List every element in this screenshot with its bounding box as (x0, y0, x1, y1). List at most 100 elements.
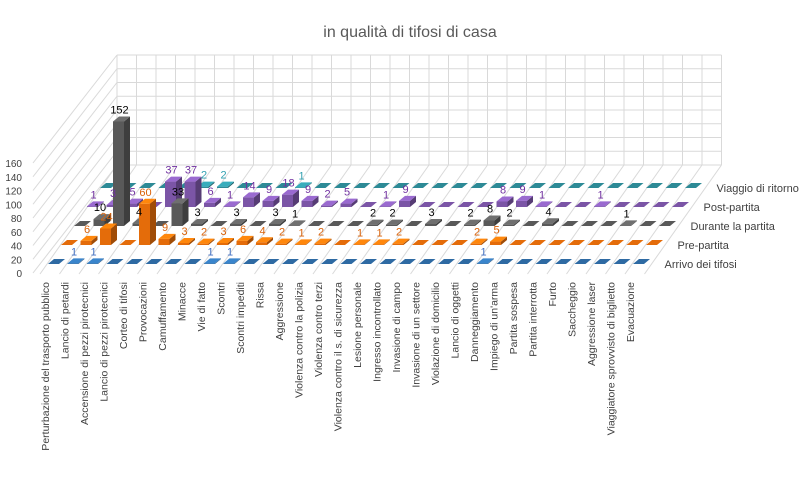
bar (516, 259, 533, 264)
bar-top (399, 259, 416, 264)
data-label: 1 (623, 208, 629, 220)
bar (425, 218, 442, 226)
bar-top (399, 195, 416, 201)
bar-front (353, 244, 365, 245)
bar (262, 195, 280, 207)
category-label: Provocazioni (138, 282, 150, 342)
bar-top (659, 221, 676, 226)
data-label: 9 (266, 184, 272, 196)
bar-side (306, 182, 312, 188)
bar-top (243, 192, 260, 198)
bar-front (132, 223, 144, 226)
bar-top (438, 259, 455, 264)
bar-top (165, 176, 182, 182)
category-label: Ingresso incontrollato (372, 282, 384, 382)
bar-top (301, 195, 319, 201)
data-label: 2 (201, 227, 207, 239)
bar (217, 237, 234, 245)
bar-top (48, 259, 65, 264)
bar (275, 238, 293, 245)
data-label: 3 (428, 207, 434, 219)
bar-top (139, 198, 156, 204)
gridline-floor (410, 164, 488, 275)
bar-side (527, 195, 533, 207)
bar-front (496, 201, 508, 207)
bar-side (507, 196, 514, 207)
bar (626, 183, 644, 188)
gridline-side (32, 95, 118, 205)
bar (366, 219, 384, 226)
bar (191, 218, 208, 226)
bar (490, 183, 507, 188)
bar-top (301, 259, 319, 264)
data-label: 1 (90, 189, 96, 201)
bar (477, 202, 494, 207)
series-label: Post-partita (704, 202, 761, 214)
bar (516, 195, 533, 207)
bar-top (672, 202, 689, 207)
bar-side (98, 201, 104, 207)
bar-side (410, 195, 416, 207)
bar (373, 239, 390, 245)
bar-front (223, 263, 235, 264)
bar-side (299, 220, 306, 226)
bar (555, 202, 572, 207)
bar (308, 221, 325, 226)
bar (587, 240, 605, 245)
bar-side (228, 237, 234, 245)
bar-side (390, 201, 397, 207)
bar-top (392, 238, 410, 244)
data-label: 6 (207, 186, 213, 198)
bar-top (223, 258, 241, 264)
category-label: Corteo di tifosi (118, 282, 130, 349)
category-label: Invasione di un settore (411, 282, 423, 388)
bar-top (295, 182, 312, 188)
bar-front (217, 242, 228, 245)
category-label: Aggressione (274, 282, 286, 341)
gridline-floor (644, 164, 722, 275)
bar-side (494, 215, 501, 226)
bar (470, 183, 488, 188)
gridline-floor (215, 164, 293, 275)
data-label: 2 (467, 208, 473, 220)
bar (431, 240, 449, 245)
category-label: Lancio di pezzi pirotecnici (99, 282, 111, 402)
data-label: 60 (139, 187, 151, 199)
bar-front (106, 204, 118, 207)
bar (509, 183, 527, 188)
bar (522, 221, 540, 226)
bar (353, 239, 371, 245)
bar (529, 183, 546, 188)
bar (672, 202, 689, 207)
gridline-floor (254, 164, 332, 275)
bar-top (444, 221, 462, 226)
data-label: 2 (201, 170, 207, 182)
bar-top (158, 233, 176, 239)
bar-top (561, 221, 579, 226)
data-label: 2 (370, 208, 376, 220)
data-label: 1 (227, 189, 233, 201)
data-label: 2 (279, 227, 285, 239)
bar (399, 195, 416, 207)
bar (483, 215, 501, 226)
data-label: 2 (396, 227, 402, 239)
bar (607, 240, 624, 245)
bar-top (555, 202, 572, 207)
bar-side (475, 219, 481, 226)
data-label: 3 (194, 207, 200, 219)
bar-top (386, 219, 403, 225)
bar (321, 200, 338, 207)
bar (249, 221, 267, 226)
bar (379, 259, 397, 264)
bar-side (553, 218, 559, 226)
bar-top (613, 259, 631, 264)
bar-top (210, 221, 228, 226)
bar-top (178, 237, 195, 243)
bar (412, 240, 429, 245)
bar-top (106, 259, 124, 264)
category-label: Invasione di campo (391, 282, 403, 373)
bar (418, 259, 436, 264)
data-label: 1 (539, 189, 545, 201)
category-label: Violenza contro la polizia (294, 282, 306, 398)
bar-front (542, 223, 553, 226)
